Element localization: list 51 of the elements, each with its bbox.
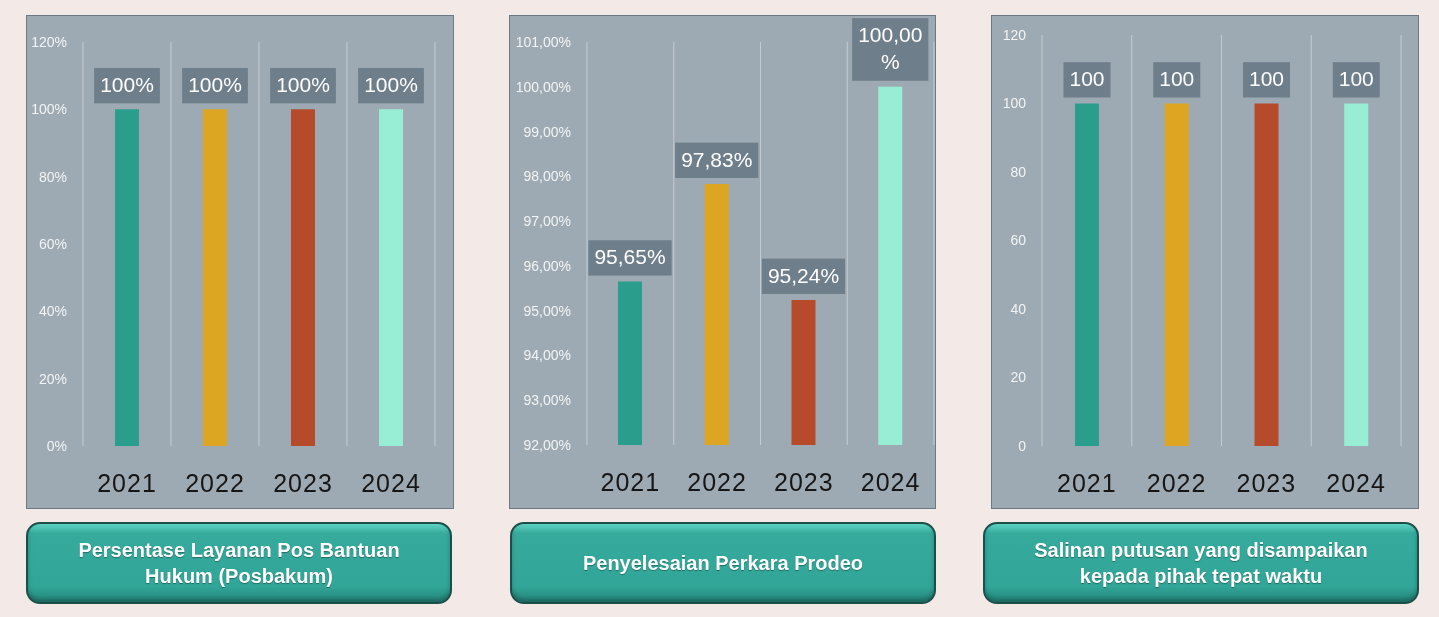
y-tick-label: 80% (38, 168, 67, 185)
y-tick-label: 80 (1010, 163, 1027, 180)
title-box: Persentase Layanan Pos Bantuan Hukum (Posbakum) (26, 522, 452, 604)
y-tick-label: 20 (1010, 369, 1027, 386)
data-label: 100 (1159, 67, 1195, 91)
x-tick-label: 2021 (97, 469, 157, 497)
x-tick-label: 2022 (687, 468, 747, 496)
x-tick-label: 2023 (1236, 469, 1297, 497)
y-tick-label: 96,00% (523, 257, 571, 274)
x-tick-label: 2024 (361, 469, 421, 497)
x-tick-label: 2022 (185, 469, 245, 497)
data-label: 100% (276, 72, 330, 96)
y-tick-label: 95,00% (523, 302, 571, 319)
data-label: 100% (100, 72, 154, 96)
y-tick-label: 120 (1002, 26, 1027, 43)
y-tick-label: 60% (38, 235, 67, 252)
y-tick-label: 0% (46, 437, 67, 454)
y-tick-label: 97,00% (523, 213, 571, 230)
x-tick-label: 2021 (1057, 469, 1117, 497)
y-tick-label: 100% (31, 101, 67, 118)
y-tick-label: 60 (1010, 232, 1027, 249)
title-box: Penyelesaian Perkara Prodeo (510, 522, 936, 604)
y-tick-label: 92,00% (523, 436, 571, 453)
y-tick-label: 0 (1018, 437, 1027, 454)
y-tick-label: 99,00% (523, 123, 571, 140)
data-label: 100,00% (858, 23, 923, 74)
data-label: 95,65% (594, 245, 666, 269)
x-tick-label: 2024 (1326, 469, 1386, 497)
data-label: 97,83% (681, 147, 753, 171)
y-tick-label: 94,00% (523, 347, 571, 364)
data-label: 95,24% (767, 263, 840, 287)
y-tick-label: 40 (1010, 300, 1027, 317)
y-tick-label: 93,00% (523, 392, 571, 409)
x-tick-label: 2023 (774, 468, 834, 496)
x-tick-label: 2021 (600, 468, 661, 496)
y-tick-label: 98,00% (523, 168, 571, 185)
data-label: 100% (364, 72, 418, 96)
data-label: 100 (1248, 67, 1285, 91)
data-label: 100 (1069, 67, 1105, 91)
data-label: 100 (1338, 67, 1374, 91)
data-label: 100% (188, 72, 242, 96)
y-tick-label: 100,00% (515, 78, 571, 95)
x-tick-label: 2022 (1146, 469, 1207, 497)
y-tick-label: 101,00% (515, 33, 571, 50)
x-tick-label: 2024 (860, 468, 921, 496)
y-tick-label: 20% (38, 370, 67, 387)
title-box: Salinan putusan yang disampaikan kepada pihak tepat waktu (983, 522, 1419, 604)
y-tick-label: 100 (1002, 95, 1027, 112)
x-tick-label: 2023 (273, 469, 333, 497)
y-tick-label: 120% (31, 33, 67, 50)
y-tick-label: 40% (38, 303, 67, 320)
